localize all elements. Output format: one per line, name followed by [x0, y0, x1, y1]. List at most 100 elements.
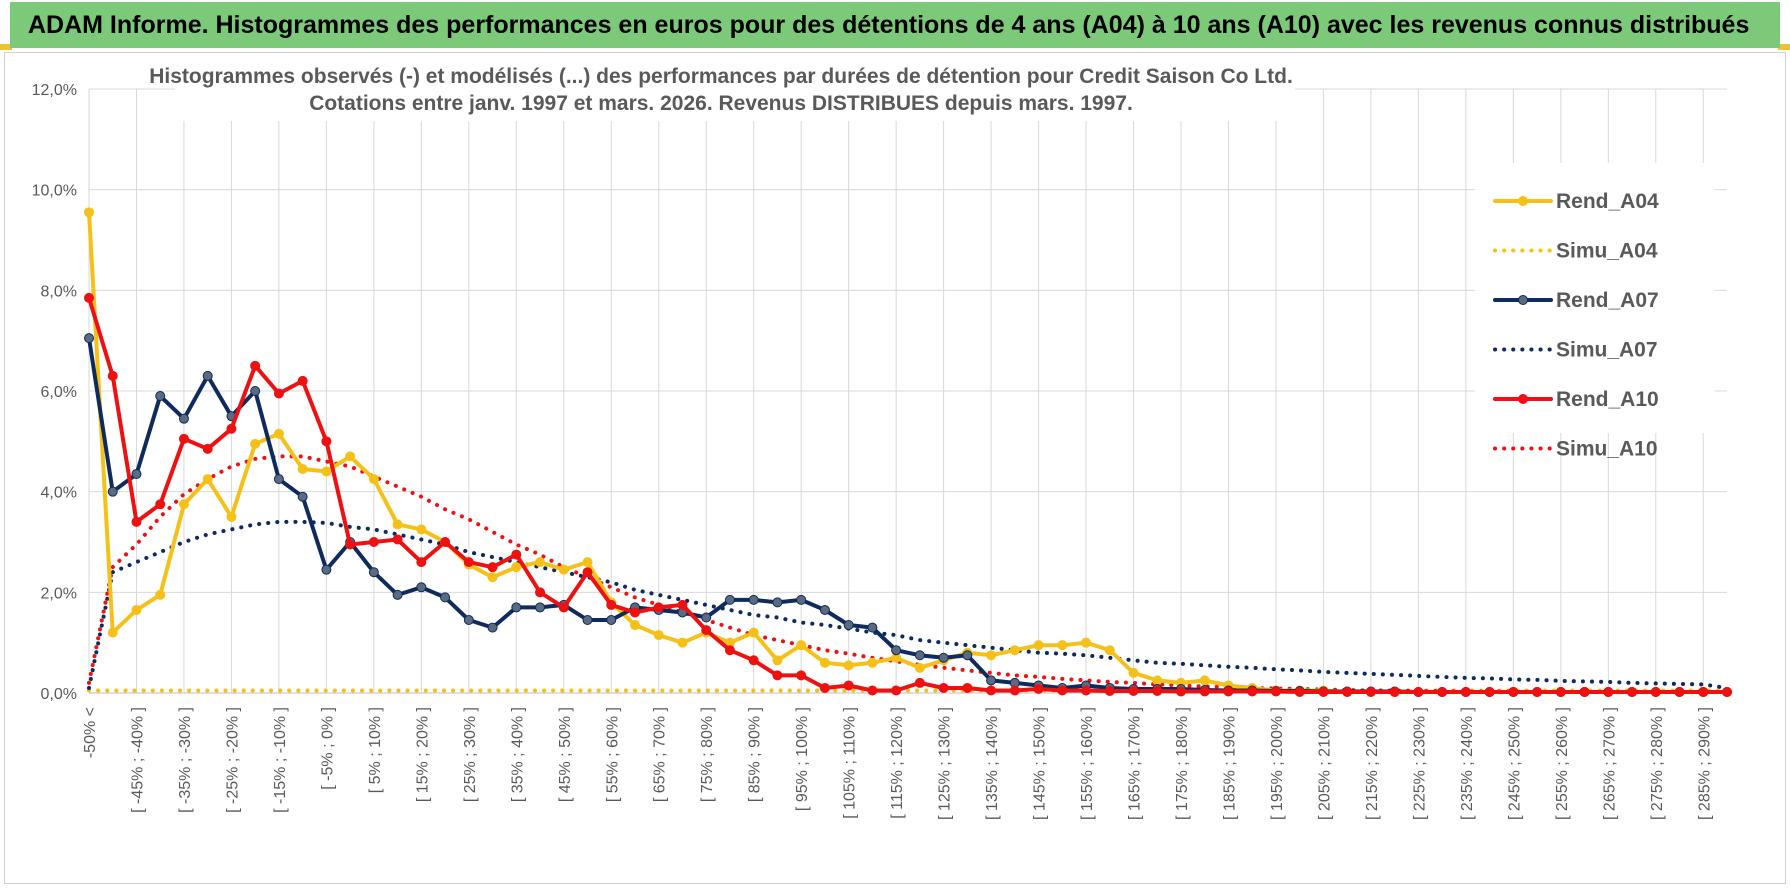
data-point-rend-a10 — [606, 599, 617, 610]
data-point-rend-a07 — [368, 567, 379, 578]
data-point-rend-a10 — [1437, 686, 1448, 697]
x-tick-label: [ 85% ; 90% ] — [747, 707, 764, 802]
data-point-rend-a10 — [558, 602, 569, 613]
data-point-rend-a07 — [440, 592, 451, 603]
series-line-simu-a07 — [87, 519, 1729, 690]
data-point-rend-a10 — [1081, 685, 1092, 696]
x-tick-label: [ 275% ; 280% ] — [1649, 707, 1666, 820]
data-point-rend-a04 — [131, 604, 142, 615]
data-point-rend-a10 — [1294, 686, 1305, 697]
data-point-rend-a10 — [938, 682, 949, 693]
data-point-rend-a07 — [202, 370, 213, 381]
y-tick-label: 0,0% — [41, 686, 77, 703]
legend-label: Simu_A07 — [1556, 339, 1658, 362]
title-background — [175, 61, 1295, 121]
data-point-rend-a04 — [273, 428, 284, 439]
data-point-rend-a10 — [630, 607, 640, 618]
data-point-rend-a04 — [1152, 675, 1163, 686]
data-point-rend-a10 — [891, 685, 902, 696]
x-tick-label: [ 215% ; 220% ] — [1364, 707, 1381, 820]
data-point-rend-a10 — [819, 682, 830, 693]
data-point-rend-a07 — [535, 602, 546, 613]
legend-label: Rend_A07 — [1556, 289, 1659, 312]
data-point-rend-a10 — [1152, 685, 1163, 696]
data-point-rend-a10 — [487, 562, 498, 573]
x-tick-label: [ 15% ; 20% ] — [414, 707, 431, 802]
x-tick-label: [ 45% ; 50% ] — [557, 707, 574, 802]
y-tick-label: 8,0% — [41, 283, 77, 300]
legend: Rend_A04 Simu_A04 Rend_A07 Simu_A07 Rend_A10… — [1493, 190, 1659, 461]
data-point-rend-a10 — [1318, 686, 1329, 697]
data-point-rend-a04 — [796, 640, 807, 651]
data-point-rend-a04 — [1081, 637, 1092, 648]
y-tick-label: 6,0% — [41, 384, 77, 401]
legend-label: Simu_A04 — [1556, 240, 1658, 263]
x-tick-label: [ 55% ; 60% ] — [604, 707, 621, 802]
legend-label: Rend_A10 — [1556, 388, 1659, 411]
report-banner-title: ADAM Informe. Histogrammes des performan… — [10, 2, 1780, 48]
data-point-rend-a10 — [178, 433, 189, 444]
series-line-rend-a10 — [87, 295, 1729, 694]
corner-mark — [1778, 44, 1790, 50]
data-point-rend-a04 — [84, 207, 94, 218]
data-point-rend-a07 — [131, 469, 142, 480]
data-point-rend-a10 — [1128, 685, 1139, 696]
data-point-rend-a07 — [463, 615, 474, 626]
x-tick-label: [ 95% ; 100% ] — [794, 707, 811, 811]
data-point-rend-a10 — [273, 388, 284, 399]
x-tick-label: [ 135% ; 140% ] — [984, 707, 1001, 820]
data-point-rend-a10 — [1532, 686, 1543, 697]
x-tick-label: [ 225% ; 230% ] — [1411, 707, 1428, 820]
data-point-rend-a07 — [867, 622, 878, 633]
data-point-rend-a10 — [843, 680, 854, 691]
data-point-rend-a04 — [202, 474, 213, 485]
data-point-rend-a04 — [772, 655, 783, 666]
data-point-rend-a10 — [1460, 686, 1471, 697]
data-point-rend-a07 — [297, 491, 308, 502]
data-point-rend-a10 — [131, 516, 142, 527]
data-point-rend-a10 — [202, 443, 213, 454]
data-point-rend-a04 — [368, 474, 379, 485]
x-tick-label: [ 245% ; 250% ] — [1506, 707, 1523, 820]
data-point-rend-a10 — [345, 539, 356, 550]
data-point-rend-a07 — [891, 645, 902, 656]
x-tick-label: [ 195% ; 200% ] — [1269, 707, 1286, 820]
legend-marker — [1518, 196, 1528, 206]
y-tick-label: 2,0% — [41, 585, 77, 602]
data-point-rend-a04 — [392, 519, 403, 530]
x-tick-label: [ 185% ; 190% ] — [1221, 707, 1238, 820]
data-point-rend-a10 — [107, 370, 118, 381]
data-point-rend-a10 — [677, 599, 688, 610]
data-point-rend-a10 — [1650, 686, 1661, 697]
x-tick-label: [ 145% ; 150% ] — [1032, 707, 1049, 820]
data-point-rend-a10 — [1722, 686, 1732, 697]
data-point-rend-a04 — [416, 524, 427, 535]
data-point-rend-a10 — [1009, 685, 1020, 696]
data-point-rend-a07 — [938, 652, 949, 663]
data-point-rend-a07 — [511, 602, 522, 613]
data-point-rend-a10 — [1674, 686, 1685, 697]
data-point-rend-a07 — [724, 594, 735, 605]
data-point-rend-a10 — [392, 534, 403, 545]
data-point-rend-a07 — [748, 594, 759, 605]
data-point-rend-a04 — [914, 662, 925, 673]
data-point-rend-a10 — [155, 499, 166, 510]
data-point-rend-a10 — [1270, 686, 1281, 697]
legend-marker — [1518, 295, 1528, 305]
data-point-rend-a07 — [321, 564, 332, 575]
data-point-rend-a10 — [1603, 686, 1614, 697]
data-point-rend-a07 — [273, 474, 284, 485]
data-point-rend-a10 — [1057, 685, 1068, 696]
x-tick-label: -50% < — [82, 707, 99, 758]
data-point-rend-a04 — [321, 466, 332, 477]
data-point-rend-a10 — [1342, 686, 1353, 697]
x-tick-label: [ 175% ; 180% ] — [1174, 707, 1191, 820]
data-point-rend-a10 — [1555, 686, 1566, 697]
data-point-rend-a10 — [1698, 686, 1709, 697]
data-point-rend-a10 — [914, 677, 925, 688]
x-tick-label: [ 155% ; 160% ] — [1079, 707, 1096, 820]
chart-subtitle: Cotations entre janv. 1997 et mars. 2026… — [309, 92, 1133, 115]
data-point-rend-a04 — [986, 650, 997, 661]
data-point-rend-a07 — [416, 582, 427, 593]
data-point-rend-a10 — [1579, 686, 1590, 697]
